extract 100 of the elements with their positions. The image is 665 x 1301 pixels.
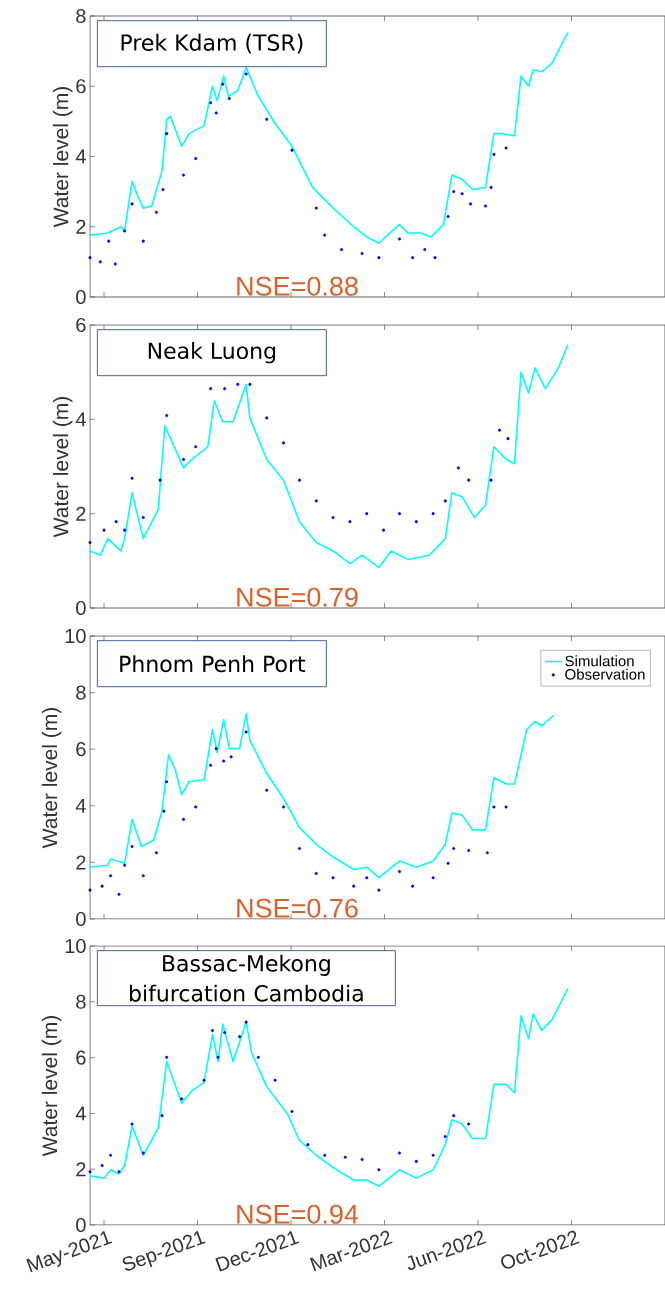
point (314, 206, 318, 210)
point (130, 1122, 134, 1126)
point (202, 1078, 206, 1082)
y-axis-title: Water level (m) (41, 1016, 62, 1157)
point (130, 845, 134, 849)
y-tick-label: 4 (75, 1106, 86, 1121)
y-tick-label: 2 (76, 1162, 86, 1177)
point (123, 528, 127, 532)
point (446, 215, 450, 219)
point (414, 1159, 418, 1163)
point (141, 239, 145, 243)
point (223, 1030, 227, 1034)
point (214, 747, 218, 751)
point (290, 1109, 294, 1113)
point (107, 239, 111, 243)
point (489, 478, 493, 482)
point (365, 876, 369, 880)
point (331, 876, 335, 880)
y-tick-label: 0 (76, 911, 86, 927)
y-tick-label: 6 (76, 317, 86, 333)
point (223, 387, 227, 391)
point (314, 871, 318, 875)
y-tick-label: 8 (76, 994, 86, 1009)
point (485, 851, 489, 855)
y-tick-label: 6 (76, 79, 86, 94)
point (165, 414, 169, 418)
point (117, 1170, 121, 1174)
y-axis-title: Water level (m) (52, 397, 73, 538)
point (88, 1170, 92, 1174)
point (141, 874, 145, 878)
annotation: Bassac-Mekong bifurcation Cambodia (130, 954, 363, 1002)
y-tick-label: 6 (76, 1050, 86, 1065)
point (182, 457, 185, 461)
point (209, 387, 213, 391)
point (161, 188, 165, 192)
point (489, 185, 493, 189)
point (141, 1151, 145, 1155)
point (216, 1055, 220, 1059)
point (182, 173, 185, 177)
point (323, 233, 327, 237)
point (331, 515, 335, 519)
point (265, 117, 269, 121)
point (282, 805, 286, 809)
y-axis-title: Water level (m) (41, 708, 62, 849)
point (397, 869, 401, 873)
point (273, 1078, 277, 1082)
point (460, 192, 464, 196)
point (256, 1055, 260, 1059)
y-tick-label: 8 (76, 8, 86, 24)
point (365, 512, 369, 516)
point (433, 256, 437, 260)
point (209, 763, 213, 767)
point (165, 1055, 169, 1059)
point (446, 861, 450, 865)
point (411, 884, 415, 888)
point (360, 1157, 364, 1161)
point (504, 805, 508, 809)
point (340, 248, 344, 252)
point (109, 874, 113, 878)
y-tick-label: 0 (76, 289, 86, 305)
annotation: NSE=0.94 (237, 1204, 359, 1224)
point (414, 520, 418, 524)
point (130, 476, 134, 480)
point (194, 445, 198, 449)
point (431, 512, 435, 516)
point (248, 382, 252, 386)
point (194, 157, 198, 161)
y-tick-label: 8 (76, 685, 86, 700)
point (123, 863, 127, 867)
point (467, 1122, 471, 1126)
point (506, 437, 510, 441)
point (238, 1035, 242, 1039)
point (411, 256, 415, 260)
point (88, 256, 92, 260)
point (343, 1155, 347, 1159)
y-tick-label: 4 (75, 798, 86, 813)
point (236, 382, 240, 386)
point (130, 202, 134, 206)
line-series (90, 31, 569, 245)
point (469, 202, 473, 206)
y-tick-label: 10 (65, 938, 86, 954)
point (431, 876, 435, 880)
point (456, 466, 460, 470)
point (352, 884, 356, 888)
point (165, 780, 169, 784)
point (297, 847, 301, 851)
point (348, 520, 352, 524)
point (431, 1153, 435, 1157)
point (244, 72, 248, 76)
point (323, 1153, 327, 1157)
point (165, 132, 169, 136)
y-tick-label: 4 (75, 149, 86, 164)
point (452, 847, 456, 851)
point (282, 441, 286, 445)
point (117, 892, 121, 896)
point (443, 1135, 447, 1139)
y-axis-title: Water level (m) (52, 87, 73, 228)
point (113, 262, 117, 266)
y-tick-label: 0 (76, 600, 86, 616)
y-tick-label: 6 (76, 742, 86, 757)
